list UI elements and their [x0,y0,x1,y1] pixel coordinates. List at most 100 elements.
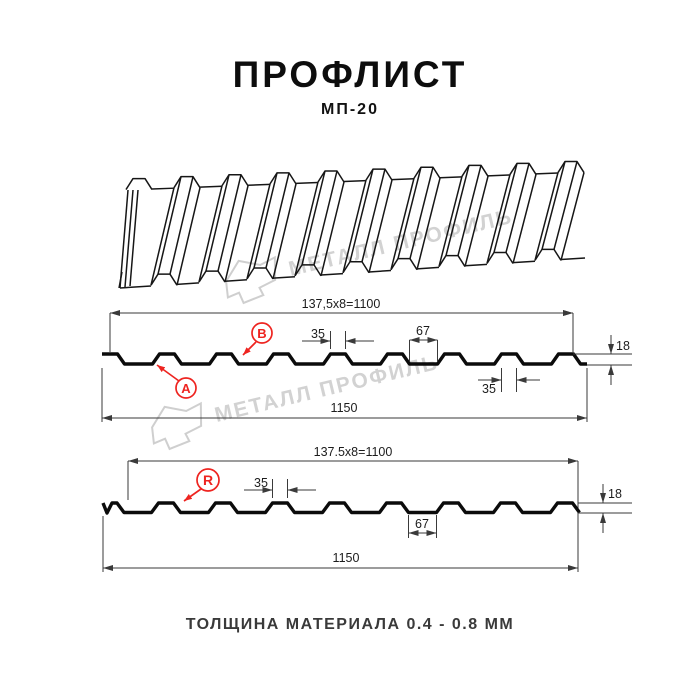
sheet-rib-cap-bottom [390,257,418,271]
dim-total-width: 1150 [102,516,578,572]
cross-section-bottom: 137.5x8=1100 35 67 18 1 [101,445,632,572]
sheet-bottom-edge [176,282,200,286]
sheet-rib-edge [320,181,345,277]
sheet-rib-edge [541,161,566,250]
dim-total-label: 1150 [333,551,360,565]
sheet-top-edge [151,187,175,190]
sheet-rib-edge [512,174,537,264]
sheet-rib-cap-bottom [294,264,322,277]
profile-outline [102,352,587,366]
sheet-rib-cap-top [317,170,345,183]
dim-pitch-top: 137,5x8=1100 [109,297,574,352]
dim-crest-bottom: 35 [478,368,540,396]
sheet-rib-edge [313,170,338,266]
sheet-rib-edge [416,178,441,270]
sheet-rib-edge [224,185,249,283]
sheet-rib-edge [176,187,201,286]
sheet-rib-cap-bottom [438,254,466,267]
sheet-rib-edge [457,165,482,256]
dim-valley-label: 67 [415,517,429,531]
dim-pitch-label: 137.5x8=1100 [314,445,393,459]
dim-pitch-top: 137.5x8=1100 [127,445,579,572]
sheet-rib-edge [265,172,290,269]
sheet-top-edge [439,176,463,179]
sheet-rib-edge [553,161,578,250]
sheet-rib-cap-top [365,168,393,181]
sheet-bottom-edge [368,269,392,273]
sheet-rib-edge [505,163,530,253]
page-title: ПРОФЛИСТ [232,54,468,95]
sheet-rib-edge [438,176,463,267]
dim-total-label: 1150 [331,401,358,415]
sheet-top-edge [199,185,223,188]
dim-total-width: 1150 [101,368,588,422]
sheet-rib-edge [150,187,175,286]
sheet-bottom-edge [119,285,152,289]
dim-height-label: 18 [608,487,622,501]
sheet-bottom-edge [464,263,488,267]
dim-crest-top: 35 [302,327,374,349]
marker-r-label: R [203,472,213,488]
dim-crest-label: 35 [254,476,268,490]
sheet-rib-cap-top [461,164,489,177]
sheet-rib-edge [301,170,326,266]
sheet-rib-edge [534,172,559,261]
sheet-cut-edge [124,189,134,288]
sheet-rib-edge [368,179,393,273]
dim-valley-label: 67 [416,324,430,338]
sheet-rib-edge [342,179,367,273]
sheet-top-edge [295,181,319,185]
sheet-top-edge [343,179,367,183]
sheet-cut-edge [129,189,139,287]
dim-pitch-label: 137,5x8=1100 [302,297,381,311]
sheet-rib-edge [409,167,434,259]
marker-r: R [183,468,220,502]
sheet-top-edge [391,177,415,181]
sheet-bottom-edge [416,266,440,270]
sheet-rib-cap-bottom [150,273,178,286]
dim-height-label: 18 [616,339,630,353]
sheet-rib-edge [253,172,278,269]
marker-b: B [242,322,273,356]
sheet-rib-cap-top [221,174,249,187]
dim-height: 18 [578,484,632,533]
sheet-cut-edge [119,189,129,289]
sheet-rib-cap-top [557,160,585,173]
sheet-rib-cap-top [173,175,201,189]
dim-crest-top-label: 35 [311,327,325,341]
sheet-rib-cap-bottom [534,248,562,261]
sheet-bottom-edge [560,257,586,261]
dim-crest: 35 [244,476,316,498]
sheet-rib-edge [198,185,223,283]
sheet-top-edge [487,174,511,177]
sheet-rib-edge [560,172,585,261]
sheet-top-edge [535,172,559,175]
marker-a: A [156,364,197,399]
sheet-bottom-edge [224,279,248,282]
sheet-rib-cap-bottom [486,251,514,264]
cross-section-top: 137,5x8=1100 35 67 18 [101,297,632,422]
sheet-rib-cap-top [125,177,153,190]
sheet-rib-edge [493,163,518,253]
corrugated-sheet-3d-view [118,160,586,289]
sheet-rib-edge [397,167,422,259]
sheet-rib-edge [361,168,386,262]
sheet-rib-edge [272,183,297,280]
sheet-rib-cap-top [413,166,441,179]
sheet-rib-cap-bottom [198,270,226,283]
sheet-rib-edge [464,176,489,267]
sheet-rib-edge [349,168,374,262]
sheet-rib-cap-top [509,162,537,175]
sheet-rib-cap-top [269,172,297,185]
sheet-cut-edge [118,271,123,289]
dim-height: 18 [573,335,632,385]
sheet-rib-edge [217,174,242,272]
marker-b-label: B [257,326,266,341]
thickness-note: ТОЛЩИНА МАТЕРИАЛА 0.4 - 0.8 ММ [185,616,515,633]
sheet-rib-edge [169,176,194,275]
sheet-rib-edge [294,181,319,277]
marker-a-label: A [181,381,191,396]
dim-crest-bottom-label: 35 [482,382,496,396]
sheet-rib-cap-bottom [246,267,274,280]
